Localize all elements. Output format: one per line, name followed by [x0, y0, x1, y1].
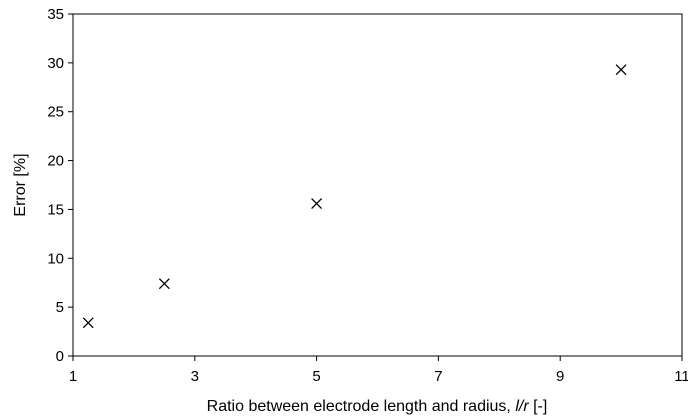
y-tick-label: 30 [47, 55, 64, 72]
x-tick-label: 7 [434, 368, 442, 385]
y-tick-label: 5 [56, 299, 64, 316]
plot-area [72, 13, 683, 357]
x-tick-label: 11 [674, 368, 688, 385]
y-tick-label: 25 [47, 104, 64, 121]
x-axis-label-slash: / [518, 398, 525, 415]
y-tick-label: 0 [56, 348, 64, 365]
x-tick-label: 1 [69, 368, 77, 385]
data-point [615, 64, 627, 76]
y-tick-label: 35 [47, 6, 64, 23]
y-tick-label: 15 [47, 201, 64, 218]
data-point [82, 317, 94, 329]
y-tick-label: 20 [47, 153, 64, 170]
x-axis-ticks: 1 3 5 7 9 11 [69, 356, 688, 385]
y-axis-ticks: 0 5 10 15 20 25 30 35 [47, 6, 73, 365]
x-tick-label: 9 [556, 368, 564, 385]
x-tick-label: 5 [312, 368, 320, 385]
y-axis-label: Error [%] [12, 153, 29, 216]
x-axis-label-r: r [523, 398, 529, 415]
x-axis-label-l: l [515, 398, 519, 415]
y-tick-label: 10 [47, 250, 64, 267]
data-points [82, 64, 627, 329]
x-tick-label: 3 [191, 368, 199, 385]
x-axis-label-prefix: Ratio between electrode length and radiu… [207, 398, 516, 415]
data-point [158, 278, 170, 290]
x-axis-label: Ratio between electrode length and radiu… [207, 398, 548, 415]
data-point [311, 198, 323, 210]
x-axis-label-suffix: [-] [529, 398, 548, 415]
